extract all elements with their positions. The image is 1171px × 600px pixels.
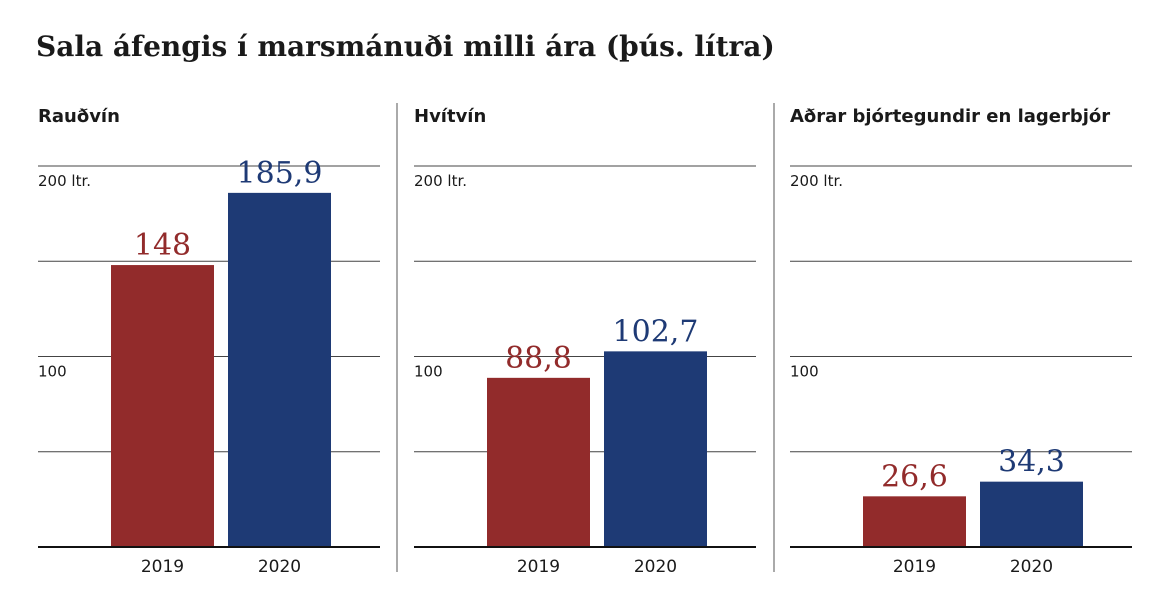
y-tick-label: 100 [414, 363, 443, 381]
panel-title: Rauðvín [38, 106, 120, 127]
x-tick-label: 2020 [1010, 557, 1053, 577]
y-tick-label: 200 ltr. [414, 172, 467, 190]
panel-1: Rauðvín 100 200 ltr. 148 2019 185,9 2020 [38, 106, 380, 577]
data-label: 102,7 [613, 314, 699, 349]
panel-2: Hvítvín 100 200 ltr. 88,8 2019 102,7 2020 [414, 106, 756, 577]
bar-2020 [980, 481, 1083, 547]
bar-2020 [604, 351, 707, 547]
x-tick-label: 2020 [258, 557, 301, 577]
data-label: 88,8 [505, 341, 572, 376]
x-tick-label: 2020 [634, 557, 677, 577]
bar-2019 [863, 496, 966, 547]
y-tick-label: 200 ltr. [38, 172, 91, 190]
y-tick-label: 100 [790, 363, 819, 381]
data-label: 26,6 [881, 459, 948, 494]
data-label: 148 [134, 228, 191, 263]
bar-2019 [111, 265, 214, 547]
x-tick-label: 2019 [893, 557, 936, 577]
data-label: 185,9 [237, 156, 323, 191]
x-tick-label: 2019 [517, 557, 560, 577]
y-tick-label: 100 [38, 363, 67, 381]
bar-2019 [487, 377, 590, 547]
bar-2020 [228, 192, 331, 547]
chart-title: Sala áfengis í marsmánuði milli ára (þús… [36, 30, 775, 63]
panel-3: Aðrar bjórtegundir en lagerbjór 100 200 lt… [790, 106, 1132, 577]
y-tick-label: 200 ltr. [790, 172, 843, 190]
panel-title: Aðrar bjórtegundir en lagerbjór [790, 106, 1110, 127]
data-label: 34,3 [998, 445, 1065, 480]
panel-title: Hvítvín [414, 106, 486, 127]
x-tick-label: 2019 [141, 557, 184, 577]
